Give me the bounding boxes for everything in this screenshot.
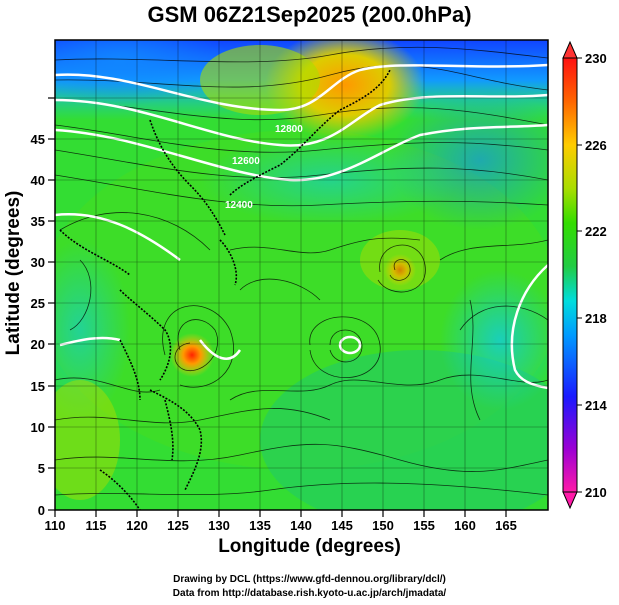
y-tick-label: 5 bbox=[38, 461, 45, 476]
x-tick-label: 130 bbox=[208, 518, 230, 533]
y-tick-label: 15 bbox=[31, 379, 45, 394]
y-axis-title: Latitude (degrees) bbox=[3, 190, 24, 356]
x-tick-label: 115 bbox=[86, 518, 107, 533]
graticule bbox=[55, 40, 548, 510]
colorbar-tick-label: 214 bbox=[585, 398, 607, 413]
axis-ticks bbox=[48, 97, 507, 517]
x-tick-label: 145 bbox=[331, 518, 353, 533]
temperature-field bbox=[55, 40, 548, 510]
x-tick-label: 165 bbox=[495, 518, 517, 533]
contour-label: 12600 bbox=[232, 156, 260, 167]
colorbar: 210 214 218 222 226 230 bbox=[562, 40, 607, 510]
credit-data: Data from http://database.rish.kyoto-u.a… bbox=[172, 588, 447, 599]
y-tick-label: 20 bbox=[31, 337, 45, 352]
y-tick-label: 40 bbox=[31, 173, 45, 188]
x-tick-label: 135 bbox=[249, 518, 271, 533]
colorbar-tick-label: 230 bbox=[585, 51, 607, 66]
chart-title: GSM 06Z21Sep2025 (200.0hPa) bbox=[147, 2, 472, 27]
contour-label: 12800 bbox=[275, 124, 303, 135]
colorbar-tick-label: 210 bbox=[585, 485, 607, 500]
y-tick-label: 0 bbox=[38, 503, 45, 518]
y-tick-label: 30 bbox=[31, 255, 45, 270]
colorbar-min-triangle bbox=[562, 491, 578, 510]
contour-label: 12400 bbox=[225, 200, 253, 211]
x-tick-label: 160 bbox=[454, 518, 476, 533]
colorbar-tick-label: 222 bbox=[585, 224, 607, 239]
geopotential-contours bbox=[55, 63, 548, 390]
y-tick-label: 35 bbox=[31, 214, 45, 229]
x-tick-label: 155 bbox=[413, 518, 435, 533]
y-tick-label: 25 bbox=[31, 296, 45, 311]
colorbar-max-triangle bbox=[562, 40, 578, 59]
x-tick-label: 150 bbox=[372, 518, 394, 533]
credit-drawing: Drawing by DCL (https://www.gfd-dennou.o… bbox=[173, 574, 446, 585]
x-tick-label: 140 bbox=[290, 518, 312, 533]
x-tick-label: 125 bbox=[167, 518, 189, 533]
streamlines bbox=[55, 46, 548, 496]
x-tick-label: 110 bbox=[45, 518, 66, 533]
x-tick-label: 120 bbox=[126, 518, 148, 533]
colorbar-tick-label: 226 bbox=[585, 138, 607, 153]
x-axis-title: Longitude (degrees) bbox=[218, 536, 401, 557]
coastlines bbox=[59, 69, 391, 510]
colorbar-tick-label: 218 bbox=[585, 311, 607, 326]
y-tick-label: 10 bbox=[31, 420, 45, 435]
y-tick-label: 45 bbox=[31, 132, 45, 147]
